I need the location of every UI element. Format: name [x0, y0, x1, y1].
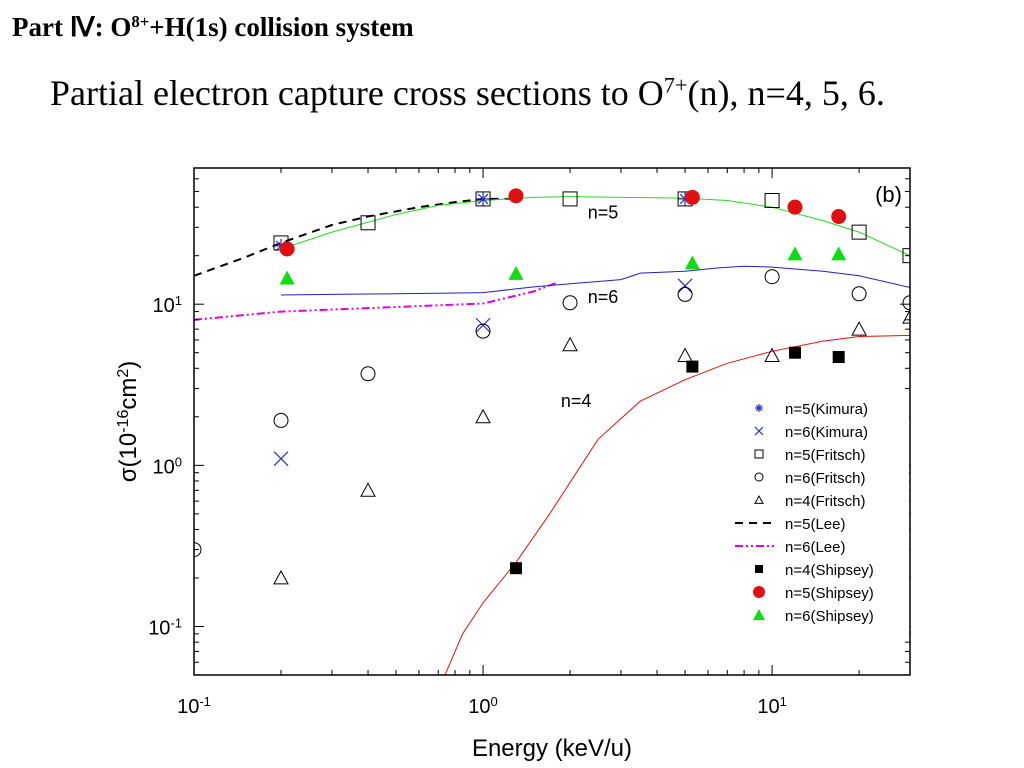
series-line-10 [280, 196, 910, 257]
curve-label: n=6 [588, 287, 619, 307]
part-title-prefix: Part Ⅳ: O [12, 12, 132, 42]
slide-part-title: Part Ⅳ: O8++H(1s) collision system [12, 12, 414, 43]
data-point [562, 336, 578, 352]
data-point [902, 248, 910, 264]
legend-label: n=5(Shipsey) [785, 585, 874, 602]
data-point [851, 321, 867, 336]
series-line-12 [444, 334, 910, 675]
data-point [475, 408, 491, 424]
legend-label: n=6(Shipsey) [785, 608, 874, 625]
data-point [562, 191, 578, 207]
data-point [684, 255, 700, 270]
x-tick-label: 10-1 [177, 694, 211, 719]
legend-marker [754, 472, 764, 482]
legend-background [720, 395, 909, 639]
legend-label: n=4(Shipsey) [785, 562, 874, 579]
data-point [851, 286, 867, 302]
subtitle-suffix: (n), n=4, 5, 6. [687, 73, 885, 113]
data-point [475, 317, 491, 333]
y-axis-label: σ(10-16cm2) [115, 361, 143, 483]
legend-label: n=6(Fritsch) [785, 470, 865, 487]
data-point [851, 224, 867, 240]
series-line-11 [280, 265, 910, 296]
data-point [279, 241, 295, 257]
legend-marker [755, 404, 763, 412]
y-tick-label: 101 [153, 293, 182, 318]
data-point [562, 295, 578, 311]
data-point [475, 191, 491, 207]
x-tick-label: 101 [757, 694, 786, 719]
plot-area [194, 188, 910, 675]
data-point [677, 278, 693, 294]
subtitle-prefix: Partial electron capture cross sections … [50, 73, 664, 113]
legend-label: n=6(Lee) [785, 539, 845, 556]
panel-label: (b) [875, 182, 902, 207]
legend-label: n=4(Fritsch) [785, 493, 865, 510]
data-point [475, 323, 491, 339]
data-point [360, 482, 376, 497]
plot-frame [193, 167, 911, 676]
data-point [360, 366, 376, 382]
data-point [764, 269, 780, 285]
data-point [686, 360, 699, 373]
y-tick-label: 10-1 [148, 615, 182, 640]
curve-label: n=4 [561, 391, 592, 411]
legend-marker [754, 494, 764, 504]
subtitle-superscript: 7+ [663, 72, 688, 98]
data-point [476, 191, 491, 206]
data-point [273, 451, 289, 467]
legend-label: n=5(Fritsch) [785, 447, 865, 464]
axis-ticks [193, 167, 911, 676]
data-point [831, 209, 847, 225]
data-point [684, 189, 700, 205]
data-point [273, 412, 289, 428]
data-point [279, 270, 295, 285]
data-point [832, 351, 845, 364]
data-point [194, 542, 202, 558]
data-point [360, 215, 376, 231]
curve-label: n=5 [588, 203, 619, 223]
legend: n=5(Kimura) n=6(Kimura) n=5(Fritsch) n=6(Fr… [720, 395, 909, 639]
y-tick-label: 100 [153, 454, 182, 479]
data-point [508, 266, 524, 280]
legend-label: n=6(Kimura) [785, 424, 868, 441]
data-point [273, 569, 289, 585]
data-point [677, 286, 693, 302]
legend-marker [753, 609, 765, 621]
x-tick-label: 100 [468, 694, 497, 719]
data-point [509, 562, 522, 575]
legend-marker [754, 426, 764, 436]
data-point [902, 309, 910, 324]
series-line-6 [194, 281, 558, 321]
data-point [677, 347, 693, 363]
part-title-suffix: +H(1s) collision system [149, 12, 414, 42]
slide-subtitle: Partial electron capture cross sections … [50, 72, 885, 114]
data-point [902, 295, 910, 311]
legend-marker [753, 586, 765, 598]
data-point [764, 192, 780, 208]
data-point [764, 347, 780, 363]
data-point [787, 199, 803, 215]
data-point [788, 346, 801, 359]
data-point [508, 188, 524, 204]
legend-label: n=5(Lee) [785, 516, 845, 533]
x-axis-label: Energy (keV/u) [472, 735, 632, 762]
series-line-5 [194, 197, 516, 277]
data-point [787, 246, 803, 261]
legend-label: n=5(Kimura) [785, 401, 868, 418]
legend-marker [755, 565, 763, 573]
data-point [831, 246, 847, 261]
part-title-superscript: 8+ [131, 11, 150, 31]
legend-marker [754, 449, 764, 459]
